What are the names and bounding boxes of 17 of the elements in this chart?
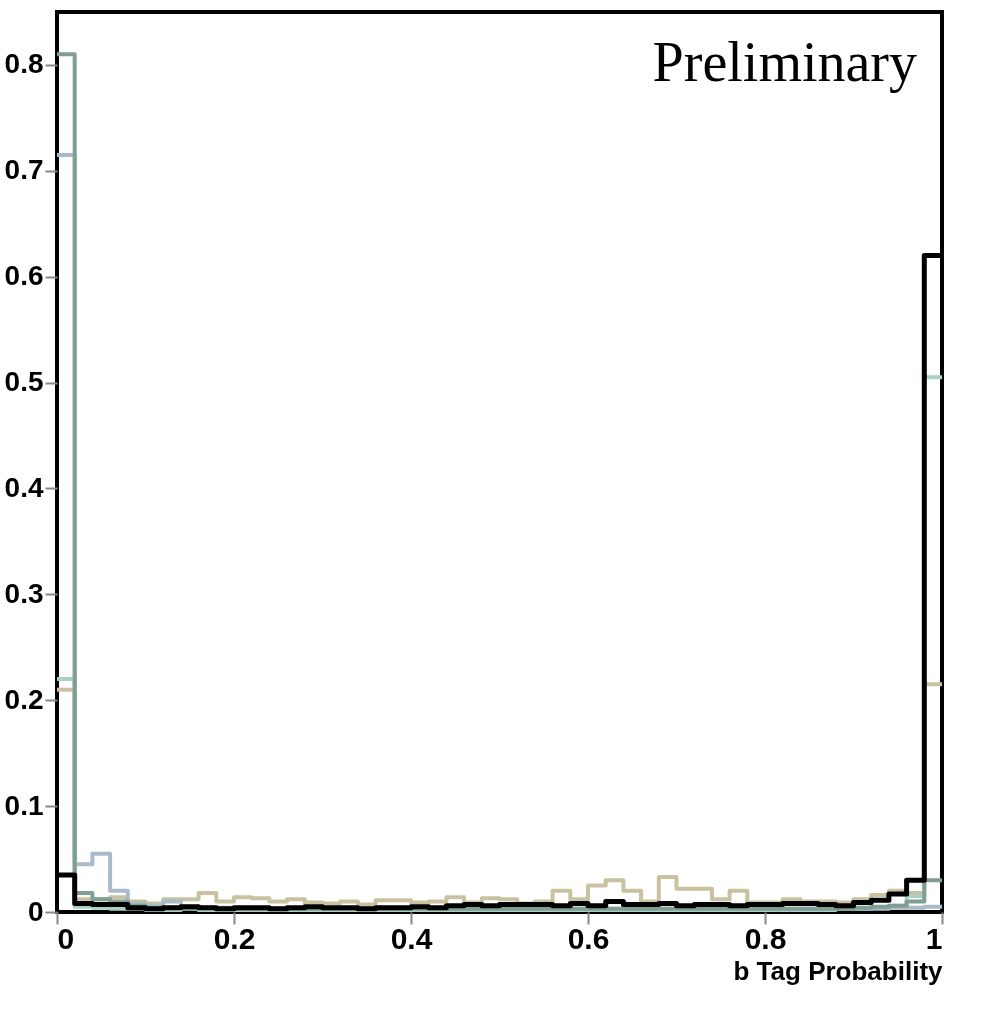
annotation: Preliminary: [652, 31, 917, 93]
y-tick-label: 0.4: [4, 471, 44, 503]
x-tick-label: 0.2: [213, 921, 256, 955]
y-tick-label: 0.5: [4, 366, 44, 398]
x-tick-label: 0.4: [390, 921, 433, 955]
y-tick-label: 0.8: [4, 48, 44, 80]
x-tick-label: 0.6: [567, 921, 610, 955]
y-tick-label: 0.2: [4, 683, 44, 715]
x-tick-label: 0.8: [744, 921, 787, 955]
y-tick-label: 0.6: [4, 260, 44, 292]
y-tick-label: 0.1: [4, 789, 44, 821]
y-tick-label: 0: [27, 895, 44, 927]
y-tick-label: 0.7: [4, 154, 44, 186]
x-tick-label: 0: [57, 921, 75, 955]
x-axis-title: b Tag Probability: [733, 955, 944, 986]
y-tick-label: 0.3: [4, 577, 44, 609]
x-tick-label: 1: [925, 921, 943, 955]
